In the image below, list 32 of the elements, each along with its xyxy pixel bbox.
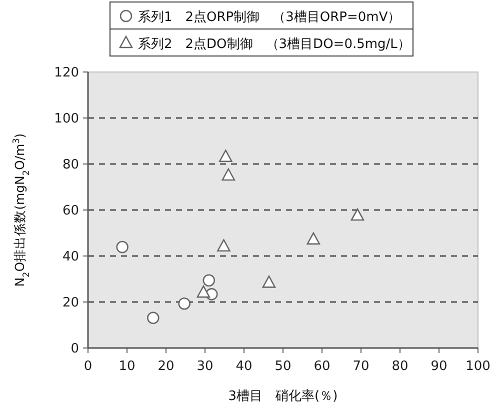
- y-tick-label: 40: [62, 250, 79, 264]
- y-tick-label: 120: [54, 66, 79, 80]
- y-tick-label: 100: [54, 112, 79, 126]
- point: [217, 239, 230, 252]
- y-tick-label: 60: [62, 204, 79, 218]
- point: [146, 312, 160, 324]
- x-tick-label: 0: [84, 359, 92, 374]
- y-tick-label: 0: [70, 342, 79, 356]
- x-tick-label: 80: [392, 359, 408, 374]
- x-tick-label: 20: [158, 359, 174, 374]
- x-tick-label: 10: [118, 359, 136, 374]
- legend-label: 系列2 2点DO制御 （3槽目DO=0.5mg/L）: [138, 37, 410, 52]
- x-tick-label: 50: [274, 359, 292, 374]
- x-tick-label: 100: [466, 359, 490, 374]
- x-tick-label: 40: [236, 359, 252, 374]
- point: [306, 232, 320, 245]
- point: [262, 276, 276, 288]
- y-tick-label: 20: [62, 296, 79, 310]
- y-tick-label: 80: [62, 158, 79, 172]
- point: [219, 150, 232, 162]
- x-tick-label: 30: [196, 359, 214, 374]
- point: [116, 240, 128, 254]
- x-tick-label: 90: [430, 359, 448, 374]
- point: [222, 168, 236, 181]
- x-axis-title: 3槽目 硝化率(％): [228, 388, 338, 404]
- point: [202, 274, 216, 287]
- x-tick-label: 70: [352, 359, 370, 374]
- legend-label: 系列1 2点ORP制御 （3槽目ORP=0mV）: [138, 10, 401, 25]
- point: [178, 297, 190, 310]
- point: [196, 285, 210, 298]
- point: [350, 208, 364, 221]
- x-tick-label: 60: [314, 359, 330, 374]
